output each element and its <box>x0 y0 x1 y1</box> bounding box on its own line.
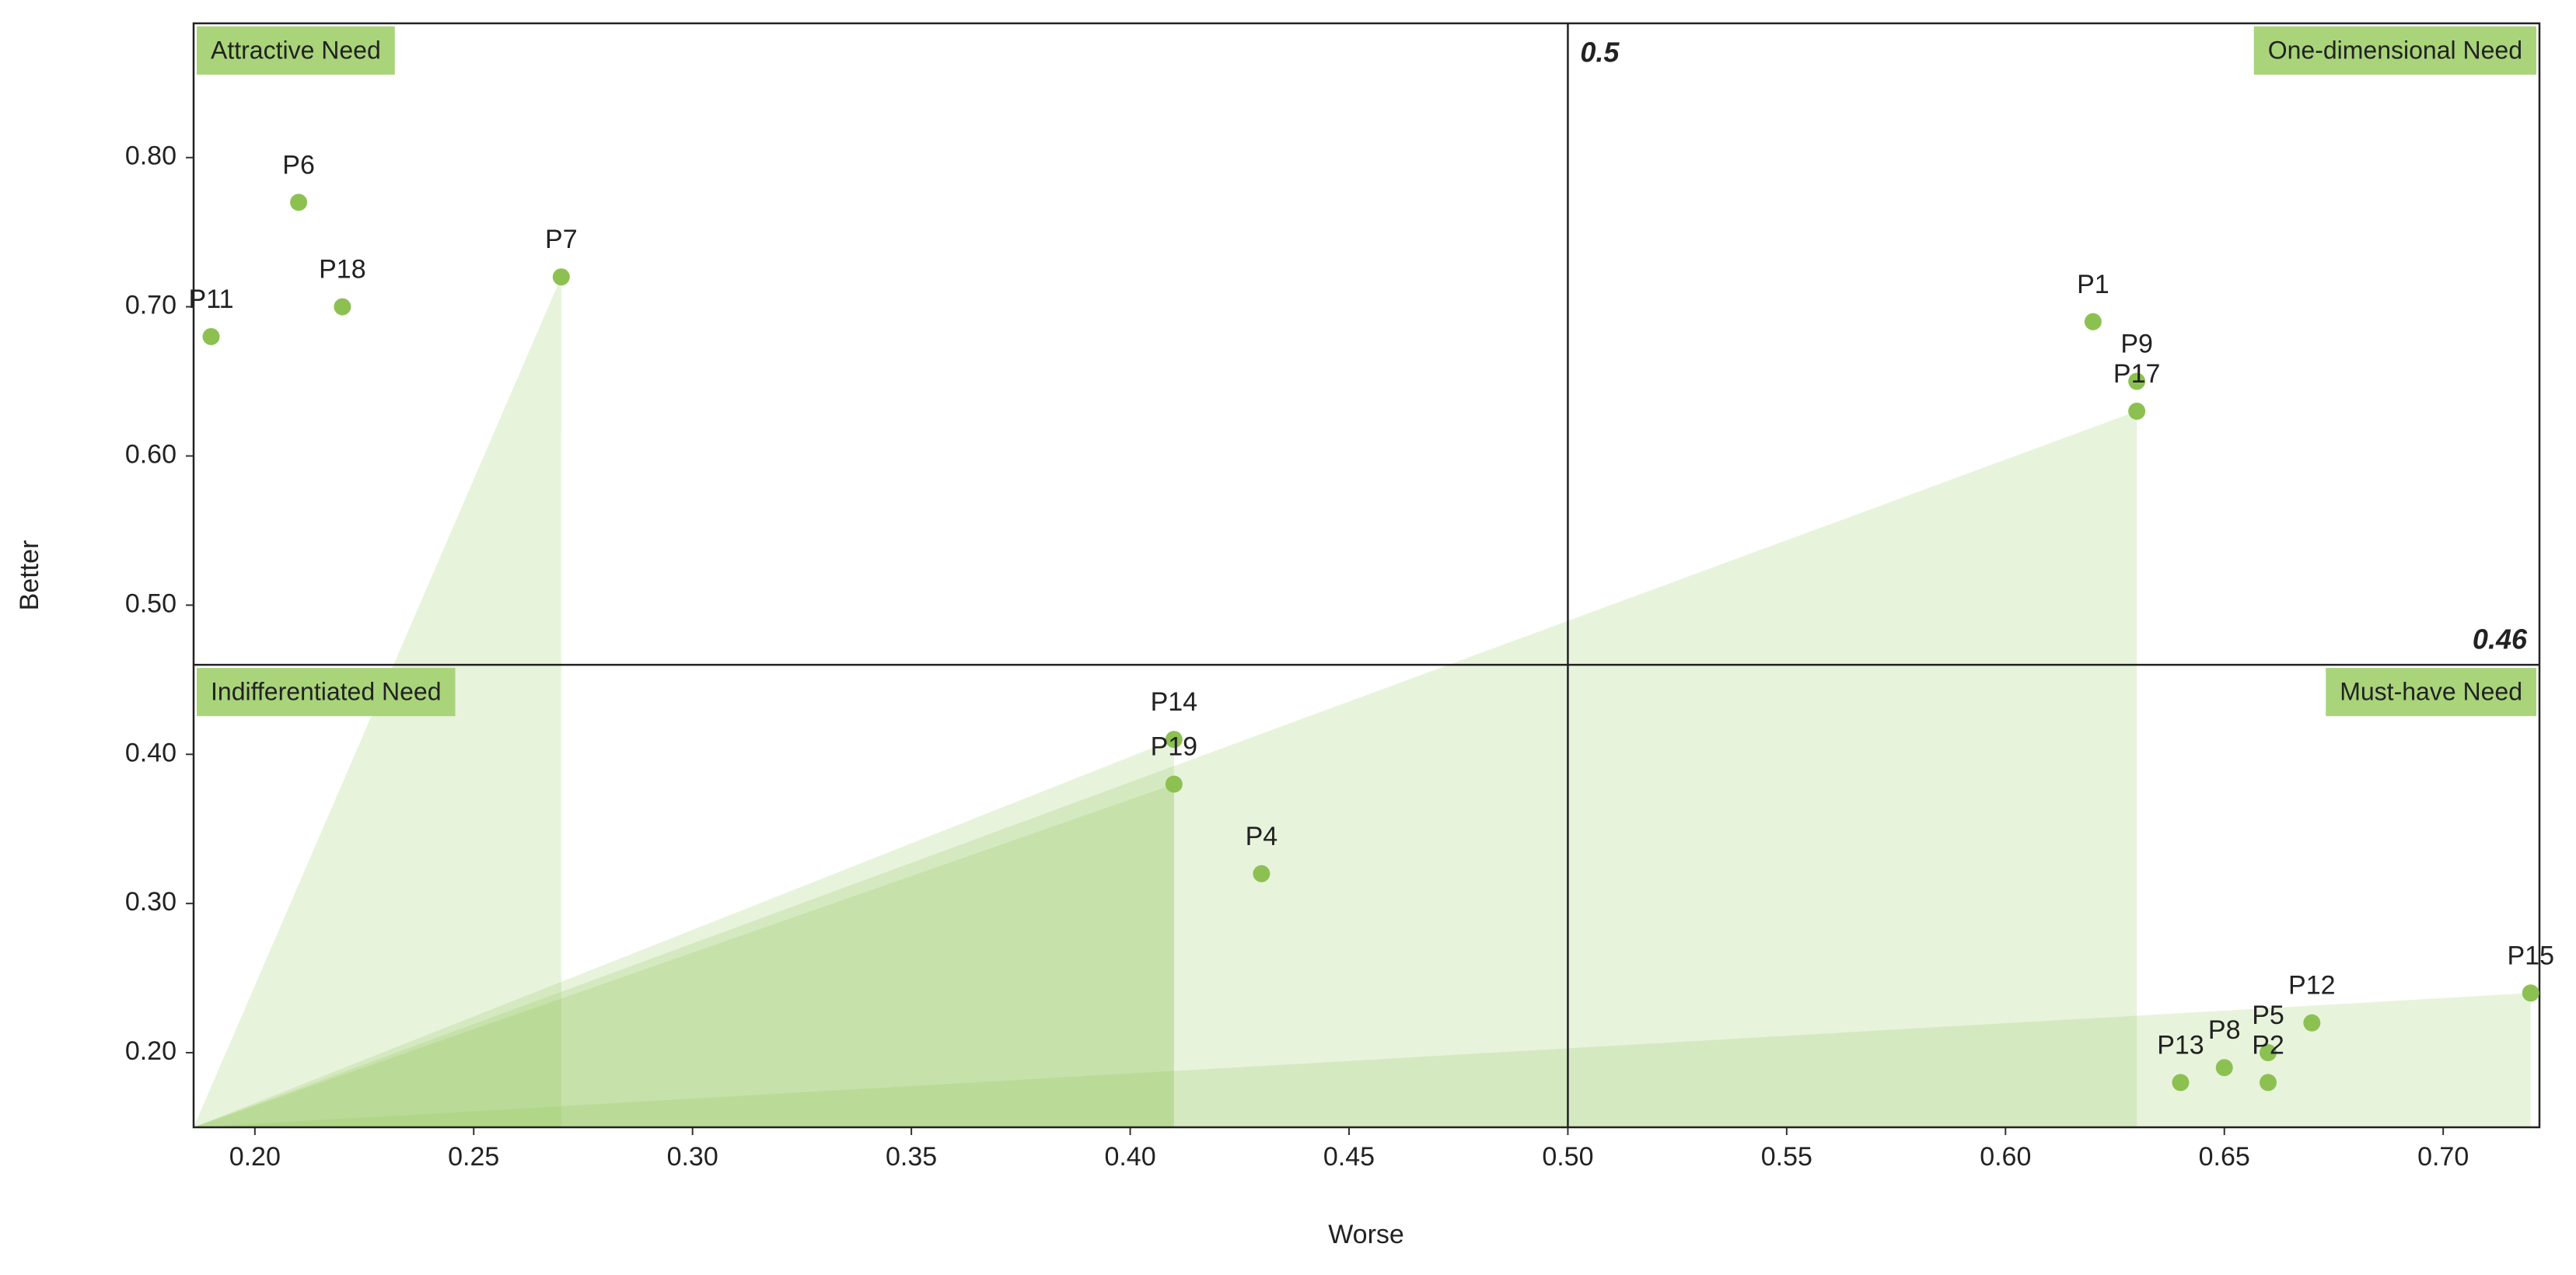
x-tick-label: 0.25 <box>448 1142 499 1172</box>
y-divider-label: 0.46 <box>2473 624 2528 655</box>
quadrant-label-bg <box>2326 668 2536 717</box>
point-label: P11 <box>189 285 234 314</box>
quadrant-label-bg <box>197 26 395 75</box>
point <box>2260 1044 2277 1062</box>
point <box>2522 984 2539 1002</box>
point <box>2128 402 2146 420</box>
point-label: P14 <box>1151 687 1198 717</box>
shade-triangle <box>194 410 2137 1127</box>
plot-frame <box>192 22 2541 1129</box>
point-label: P4 <box>1246 822 1278 851</box>
point <box>2084 313 2102 330</box>
y-tick-label: 0.70 <box>125 291 177 320</box>
x-tick-label: 0.50 <box>1542 1142 1593 1172</box>
quadrant-label: Indifferentiated Need <box>211 678 442 706</box>
x-tick-label: 0.60 <box>1980 1142 2031 1172</box>
y-axis-title: Better <box>15 540 44 611</box>
point <box>2215 1059 2233 1077</box>
x-tick-label: 0.65 <box>2199 1142 2250 1172</box>
point-label: P18 <box>319 255 366 285</box>
point-label: P6 <box>282 150 315 180</box>
point <box>2128 372 2146 390</box>
point <box>334 298 351 316</box>
point <box>2260 1074 2277 1092</box>
point-label: P13 <box>2157 1030 2204 1060</box>
shade-triangle <box>194 784 1174 1127</box>
point-label: P9 <box>2120 330 2153 359</box>
x-tick-label: 0.30 <box>667 1142 718 1172</box>
point <box>202 327 220 345</box>
point <box>552 268 570 286</box>
point-label: P19 <box>1151 732 1198 762</box>
x-tick-label: 0.20 <box>229 1142 281 1172</box>
point-label: P5 <box>2252 1001 2284 1030</box>
x-divider-label: 0.5 <box>1580 37 1620 68</box>
x-tick-label: 0.35 <box>886 1142 937 1172</box>
quadrant-label: Attractive Need <box>211 36 381 64</box>
point <box>1165 731 1183 749</box>
y-tick-label: 0.20 <box>125 1036 177 1066</box>
quadrant-label: Must-have Need <box>2340 678 2522 706</box>
point-label: P12 <box>2288 971 2336 1001</box>
point-label: P15 <box>2507 941 2554 970</box>
point <box>2303 1014 2321 1032</box>
x-tick-label: 0.40 <box>1104 1142 1155 1172</box>
shade-layer <box>194 277 2531 1128</box>
point-label: P1 <box>2077 270 2109 299</box>
point-label: P7 <box>545 225 578 254</box>
point <box>1165 775 1183 793</box>
point-label: P2 <box>2252 1030 2284 1060</box>
point <box>1253 865 1271 882</box>
y-tick-label: 0.40 <box>125 738 177 767</box>
quadrant-label-bg <box>2253 26 2536 75</box>
quadrant-label: One-dimensional Need <box>2268 36 2522 64</box>
x-axis-title: Worse <box>1328 1220 1404 1249</box>
x-tick-label: 0.45 <box>1323 1142 1375 1172</box>
shade-triangle <box>194 739 1174 1127</box>
shade-triangle <box>194 993 2531 1127</box>
y-tick-label: 0.30 <box>125 887 177 917</box>
x-tick-label: 0.55 <box>1761 1142 1812 1172</box>
point-label: P8 <box>2208 1015 2241 1045</box>
y-tick-label: 0.60 <box>125 439 177 469</box>
point <box>2172 1074 2190 1092</box>
quadrant-label-bg <box>197 668 456 717</box>
point-label: P17 <box>2113 359 2161 389</box>
x-tick-label: 0.70 <box>2417 1142 2469 1172</box>
y-tick-label: 0.80 <box>125 141 177 171</box>
plot-layer: 0.20 0.25 0.30 0.35 0.40 0.45 0.50 0.55 0.60 0.65… <box>125 22 2554 1172</box>
point <box>290 194 308 211</box>
y-tick-label: 0.50 <box>125 589 177 618</box>
